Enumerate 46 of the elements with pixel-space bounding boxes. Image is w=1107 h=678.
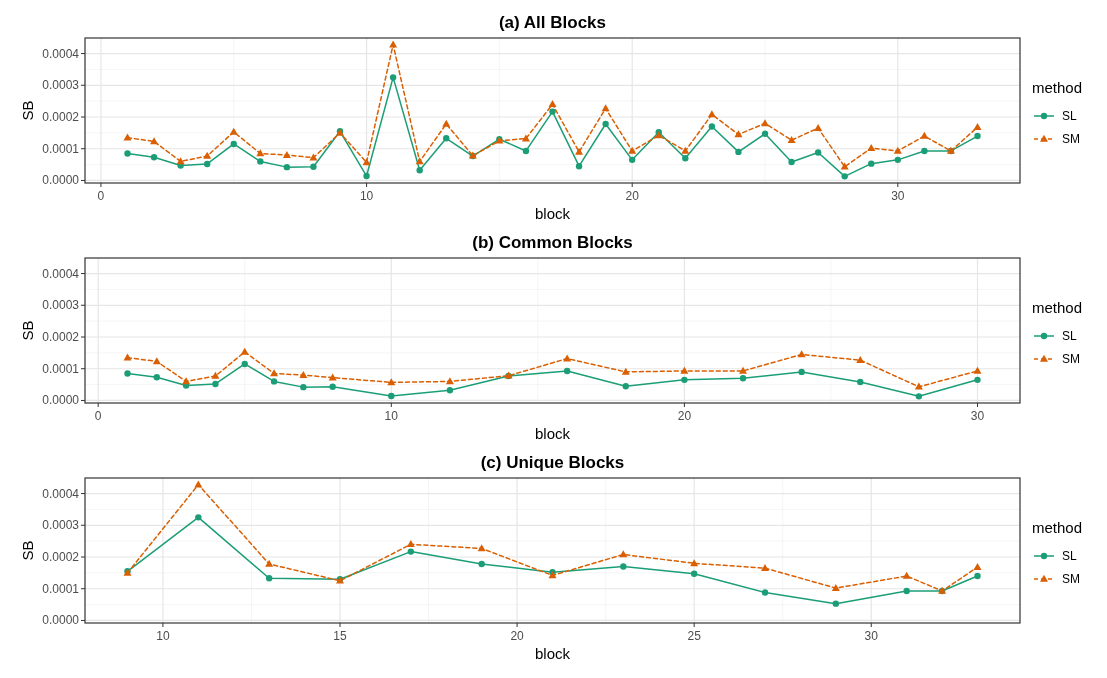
y-axis-title: SB	[19, 100, 36, 121]
x-tick-label: 10	[359, 189, 374, 203]
legend-label: SM	[1062, 572, 1080, 586]
y-axis-title: SB	[19, 540, 36, 561]
x-axis-title: block	[534, 205, 571, 222]
y-tick-label: 0.0003	[42, 298, 80, 313]
x-tick-label: 0	[94, 409, 102, 423]
y-tick-label: 0.0003	[42, 78, 80, 93]
y-tick-label: 0.0000	[42, 173, 80, 188]
chart-title: (a) All Blocks	[498, 13, 607, 32]
legend-title: method	[1032, 79, 1083, 96]
x-tick-label: 30	[864, 629, 879, 643]
y-tick-label: 0.0002	[42, 550, 80, 564]
x-tick-label: 30	[970, 409, 985, 423]
chart-title: (b) Common Blocks	[472, 233, 633, 252]
y-tick-label: 0.0000	[42, 613, 80, 628]
legend-label: SL	[1062, 109, 1077, 123]
x-axis-title: block	[534, 645, 571, 662]
x-tick-label: 30	[891, 189, 905, 203]
x-tick-label: 20	[625, 189, 640, 203]
x-tick-label: 20	[510, 629, 525, 643]
legend-title: method	[1032, 519, 1083, 536]
x-tick-label: 10	[384, 409, 399, 423]
y-tick-label: 0.0001	[42, 581, 80, 596]
y-tick-label: 0.0000	[42, 393, 80, 408]
y-axis-title: SB	[19, 320, 36, 341]
y-tick-label: 0.0004	[42, 266, 80, 281]
legend-label: SL	[1062, 549, 1077, 563]
x-tick-label: 10	[156, 629, 170, 643]
chart-title: (c) Unique Blocks	[480, 453, 625, 472]
y-tick-label: 0.0001	[42, 361, 80, 376]
y-tick-label: 0.0001	[42, 141, 80, 156]
x-tick-label: 0	[97, 189, 105, 203]
legend-title: method	[1032, 299, 1083, 316]
x-tick-label: 15	[333, 629, 347, 643]
y-tick-label: 0.0002	[42, 330, 80, 344]
y-tick-label: 0.0004	[42, 46, 80, 61]
x-tick-label: 20	[677, 409, 692, 423]
y-tick-label: 0.0004	[42, 486, 80, 501]
legend-label: SL	[1062, 329, 1077, 343]
legend-label: SM	[1062, 352, 1080, 366]
x-tick-label: 25	[687, 629, 702, 643]
y-tick-label: 0.0003	[42, 518, 80, 533]
x-axis-title: block	[534, 425, 571, 442]
legend-label: SM	[1062, 132, 1080, 146]
y-tick-label: 0.0002	[42, 110, 80, 124]
